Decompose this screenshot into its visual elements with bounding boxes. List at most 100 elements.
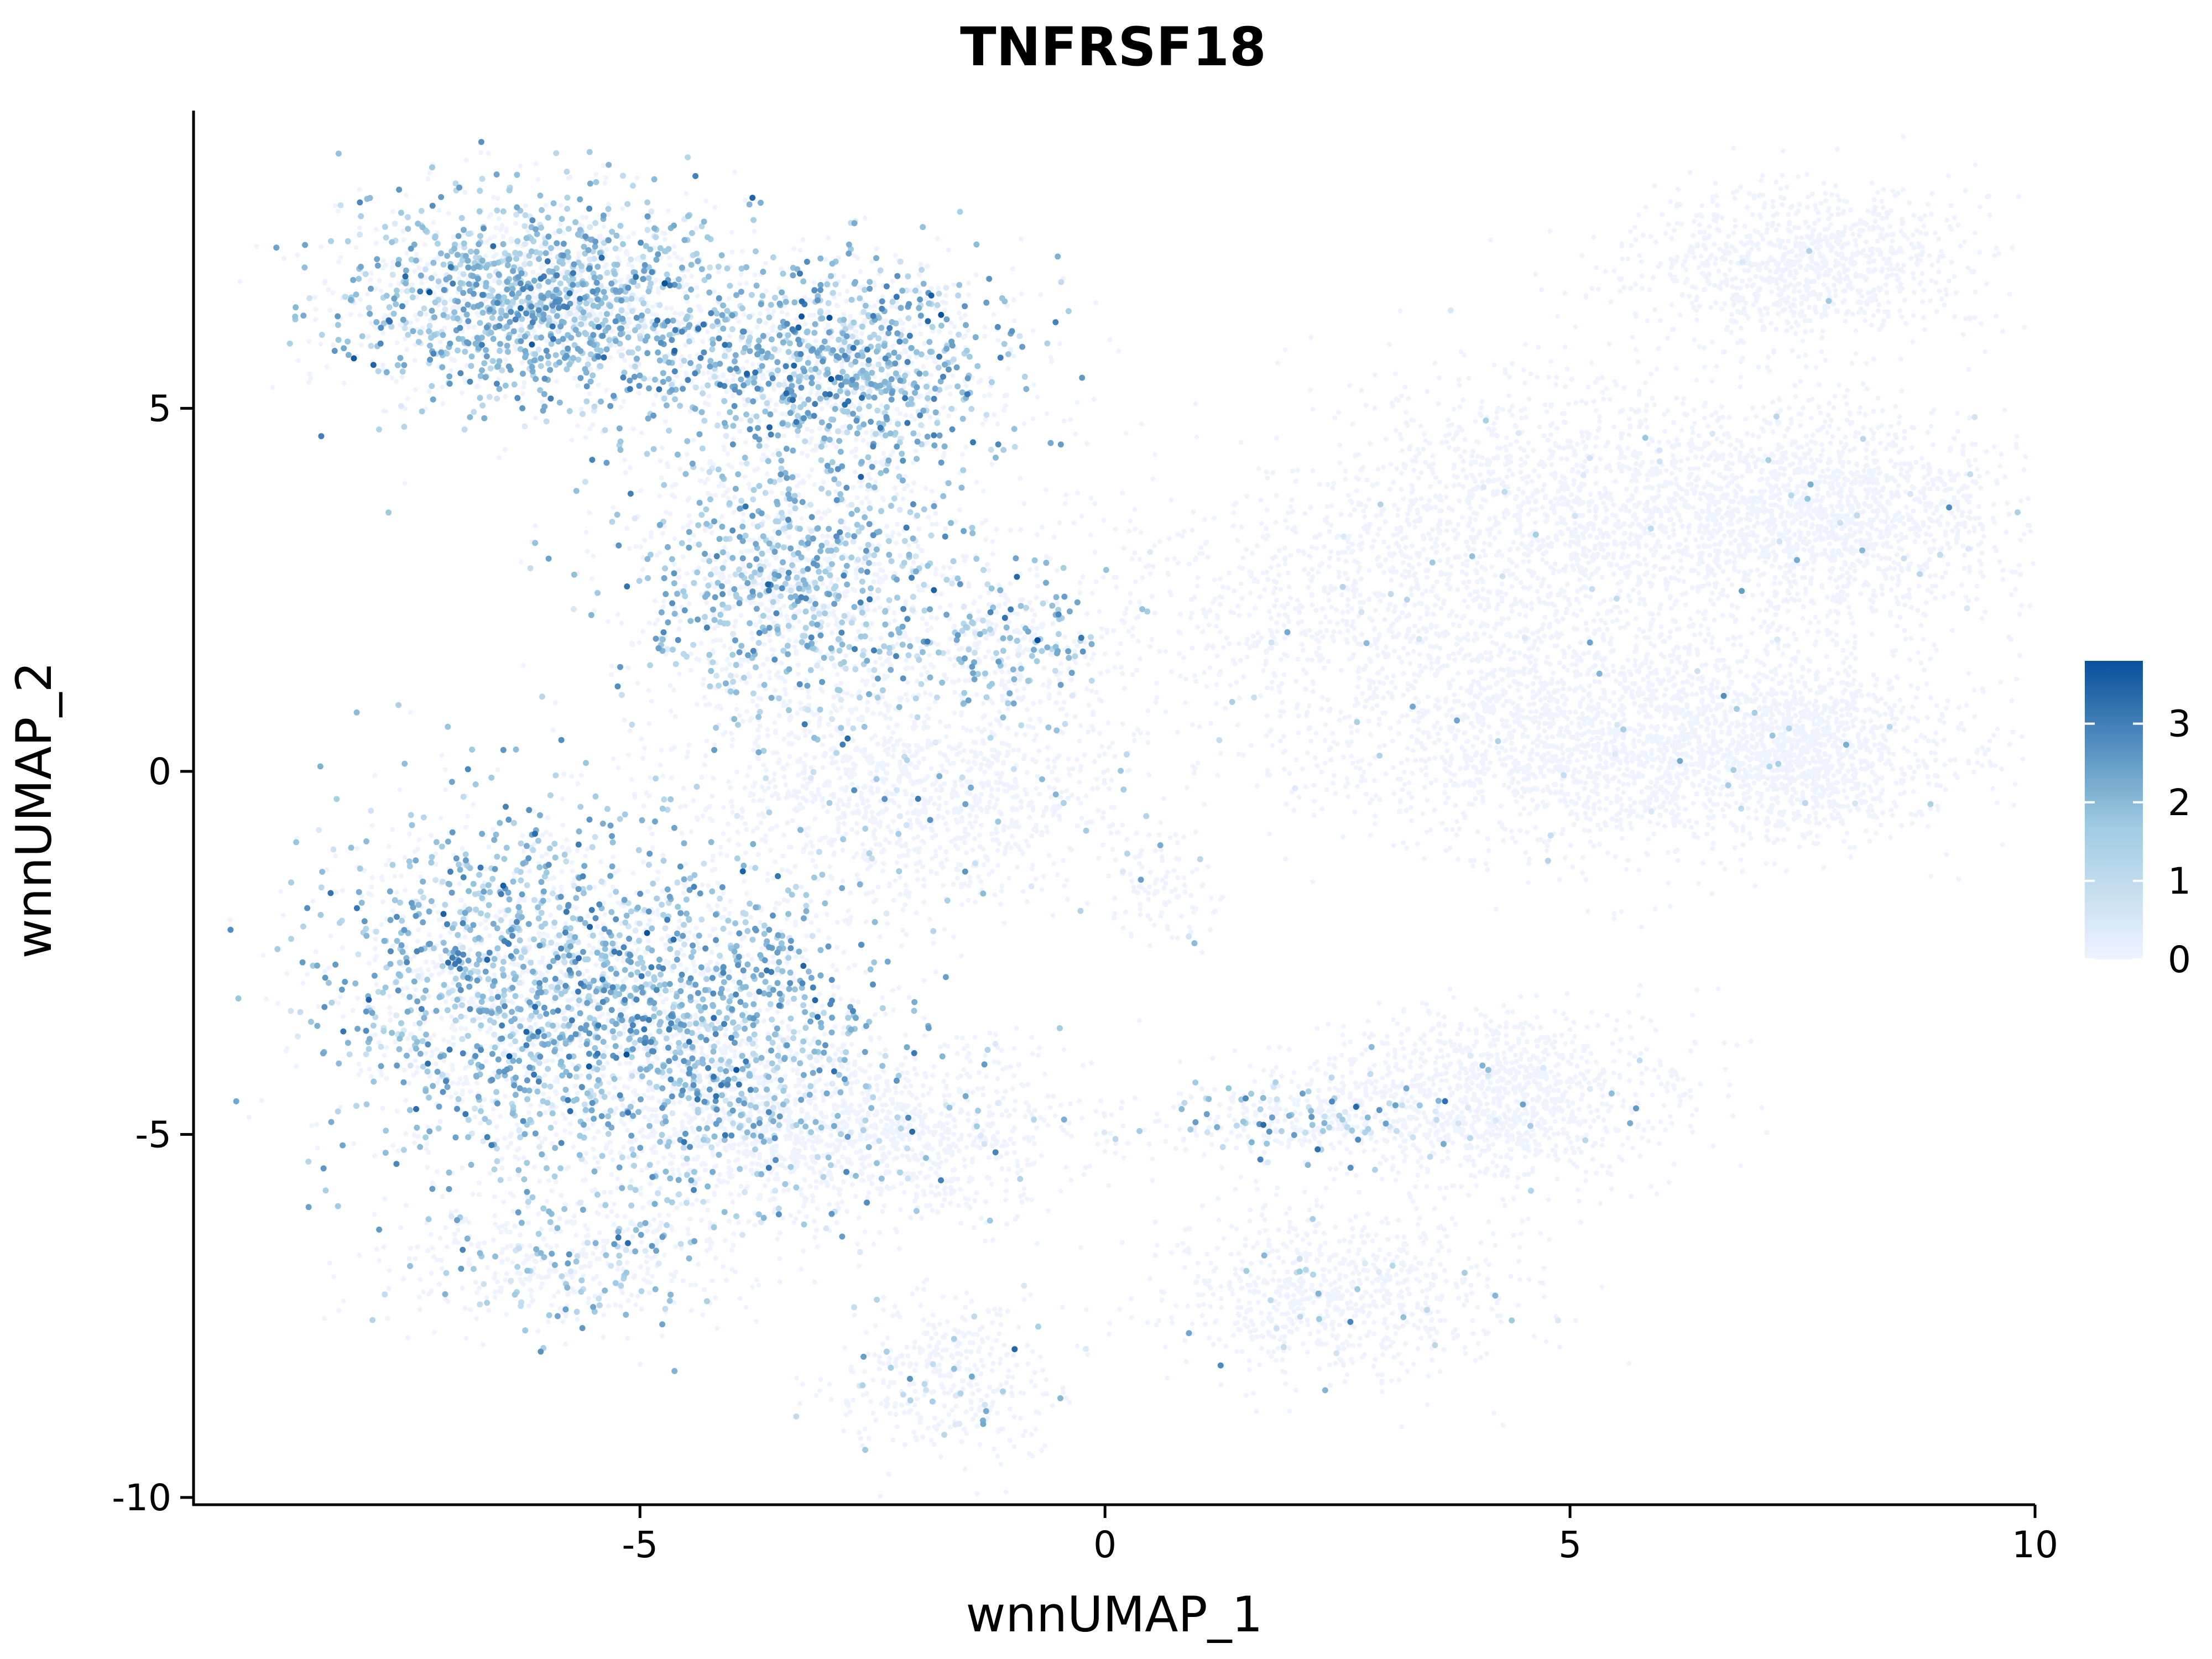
cell-point — [816, 787, 821, 792]
cell-point — [983, 417, 988, 422]
cell-point — [404, 347, 409, 352]
cell-point — [765, 472, 770, 477]
cell-point — [1051, 913, 1056, 918]
cell-point — [342, 381, 347, 386]
cell-point — [478, 150, 483, 155]
cell-point — [874, 572, 879, 577]
cell-point — [1010, 795, 1015, 800]
cell-point — [663, 419, 668, 424]
cell-point — [807, 298, 812, 302]
cell-point — [830, 1044, 835, 1048]
cell-point — [820, 689, 825, 694]
cell-point — [730, 810, 735, 815]
cell-point — [702, 695, 707, 700]
cell-point — [926, 515, 931, 520]
cell-point — [416, 265, 421, 270]
cell-point — [413, 313, 418, 318]
cell-point — [920, 548, 925, 553]
cell-point — [491, 195, 496, 200]
cell-point — [902, 902, 907, 907]
cell-point — [521, 1155, 526, 1160]
cell-point — [771, 750, 776, 755]
cell-point — [294, 1064, 299, 1069]
cell-point — [585, 914, 590, 919]
cell-point — [956, 794, 961, 799]
cell-point — [827, 604, 832, 609]
cell-point — [1134, 831, 1139, 836]
cell-point — [992, 412, 997, 417]
cell-point — [639, 430, 644, 435]
cell-point — [942, 307, 947, 312]
cell-point — [508, 1141, 513, 1146]
cell-point — [743, 198, 748, 203]
cell-point — [395, 340, 400, 345]
cell-point — [726, 988, 731, 993]
cell-point — [942, 781, 947, 786]
cell-point — [944, 770, 949, 775]
cell-point — [1101, 770, 1106, 775]
cell-point — [844, 785, 849, 790]
cell-point — [1015, 671, 1020, 676]
cell-point — [956, 862, 961, 867]
cell-point — [751, 799, 756, 804]
cell-point — [928, 615, 933, 620]
cell-point — [601, 163, 606, 168]
cell-point — [917, 812, 922, 817]
cell-point — [844, 771, 849, 776]
cell-point — [503, 357, 508, 362]
cell-point — [541, 1092, 546, 1097]
cell-point — [761, 662, 766, 667]
cell-point — [1045, 830, 1050, 834]
cell-point — [368, 278, 373, 283]
cell-point — [838, 775, 843, 780]
cell-point — [380, 878, 385, 883]
cell-point — [910, 781, 915, 786]
cell-point — [680, 311, 685, 316]
cell-point — [1075, 400, 1080, 405]
cell-point — [768, 638, 773, 643]
cell-point — [931, 665, 936, 670]
cell-point — [986, 805, 991, 810]
cell-point — [722, 447, 727, 452]
cell-point — [911, 811, 916, 816]
cell-point — [904, 932, 909, 937]
cell-point — [863, 814, 868, 819]
cell-point — [471, 1000, 476, 1005]
cell-point — [870, 810, 875, 815]
cell-point — [598, 233, 603, 238]
cell-point — [951, 282, 956, 287]
cell-point — [849, 781, 854, 786]
cell-point — [295, 253, 300, 258]
cell-point — [731, 979, 736, 984]
cell-point — [458, 898, 463, 902]
cell-point — [948, 392, 953, 397]
cell-point — [785, 793, 790, 798]
cell-point — [1193, 830, 1198, 834]
cell-point — [786, 638, 791, 643]
cell-point — [483, 240, 488, 245]
cell-point — [619, 620, 624, 625]
cell-point — [985, 619, 990, 624]
cell-point — [807, 474, 812, 479]
cell-point — [579, 773, 584, 778]
cell-point — [795, 434, 800, 439]
cell-point — [1073, 714, 1078, 719]
cell-point — [909, 754, 914, 759]
cell-point — [451, 234, 456, 239]
cell-point — [752, 229, 757, 234]
cell-point — [1030, 805, 1035, 810]
cell-point — [881, 847, 886, 852]
cell-point — [804, 832, 809, 837]
cell-point — [892, 800, 897, 805]
cell-point — [912, 324, 917, 329]
cell-point — [854, 872, 859, 877]
cell-point — [602, 912, 607, 917]
cell-point — [808, 839, 813, 844]
cell-point — [612, 977, 617, 982]
cell-point — [551, 886, 556, 891]
cell-point — [843, 653, 848, 658]
cell-point — [708, 459, 713, 464]
cell-point — [465, 813, 470, 818]
cell-point — [800, 770, 805, 775]
cell-point — [588, 951, 593, 956]
